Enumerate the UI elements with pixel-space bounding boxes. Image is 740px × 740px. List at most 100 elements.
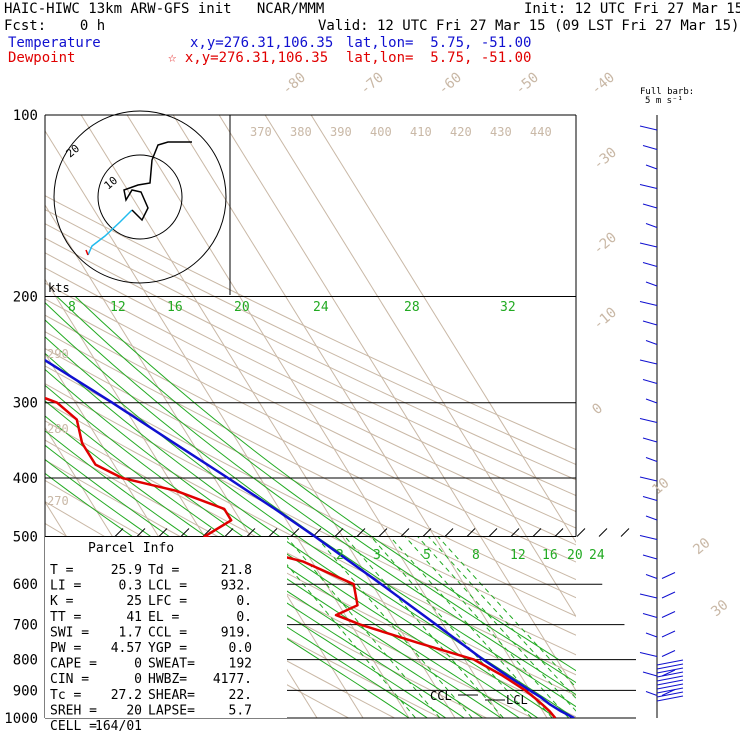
wind-barb [645, 164, 658, 170]
parcel-info-value: 20 [126, 703, 142, 718]
wind-barb [642, 145, 658, 150]
freezing-hatch [554, 528, 564, 537]
wind-barb [645, 515, 658, 521]
wind-barb [645, 223, 658, 228]
parcel-info-value: 21.8 [221, 563, 252, 578]
dewpoint-profile [45, 396, 557, 718]
mixing-ratio-label: 8 [472, 548, 480, 563]
mixing-ratio-label: 20 [234, 300, 250, 315]
pressure-label: 100 [13, 108, 38, 124]
temperature-legend: Temperature [8, 35, 101, 51]
theta-label: 420 [450, 125, 472, 139]
mixing-ratio-label: 28 [404, 300, 420, 315]
parcel-info-panel [45, 537, 287, 718]
parcel-info-value: 164/01 [95, 719, 142, 734]
freezing-hatch [598, 528, 608, 537]
wind-barb [661, 572, 676, 579]
theta-label: 440 [530, 125, 552, 139]
dry-adiabat [45, 348, 576, 617]
wind-barb [642, 379, 658, 384]
wind-barb [642, 320, 658, 326]
hodograph-unit: kts [48, 281, 70, 295]
dewpoint-legend: Dewpoint [8, 50, 76, 66]
isotherm-line [264, 115, 576, 618]
parcel-info-value: 41 [126, 610, 142, 625]
parcel-info-key: HWBZ= [148, 672, 187, 687]
wind-barb [661, 650, 676, 657]
dry-adiabat [45, 252, 576, 513]
theta-label: 270 [47, 494, 69, 508]
wind-barb [661, 591, 676, 599]
dry-adiabat [45, 383, 576, 656]
hodograph-ring-10 [97, 154, 183, 240]
freezing-hatch [246, 528, 256, 537]
wind-barb [645, 457, 658, 462]
wind-barb [661, 689, 676, 696]
mixing-ratio-label: 8 [68, 300, 76, 315]
theta-label: 370 [250, 125, 272, 139]
isotherm-label: -10 [590, 305, 620, 334]
wind-barb [645, 691, 658, 696]
wind-barb [639, 535, 658, 540]
temperature-profile [45, 358, 575, 718]
parcel-info-key: LAPSE= [148, 703, 195, 718]
isotherm-label: 20 [690, 535, 713, 558]
wind-barb-dense [656, 687, 684, 694]
mixing-ratio-line [344, 536, 504, 718]
hodograph-ring-20 [53, 110, 227, 284]
parcel-info-value: 0.0 [229, 641, 252, 656]
parcel-info-value: 25.9 [111, 563, 142, 578]
dry-adiabat [45, 331, 576, 599]
theta-label: 380 [290, 125, 312, 139]
mixing-ratio-line [404, 536, 570, 718]
pressure-label: 300 [13, 396, 38, 412]
freezing-hatch [334, 528, 344, 537]
mixing-ratio-line [437, 536, 576, 689]
parcel-info-key: CCL = [148, 625, 187, 640]
pressure-label: 500 [13, 529, 38, 545]
mixing-ratio-line [263, 536, 416, 718]
wind-barb [661, 611, 676, 618]
isotherm-label: -40 [588, 70, 618, 99]
mixing-ratio-line [370, 536, 532, 718]
freezing-hatch [158, 528, 168, 537]
parcel-info-key: Td = [148, 563, 179, 578]
wind-barb [639, 301, 658, 306]
init-time: Init: 12 UTC Fri 27 Mar 15 [524, 1, 740, 17]
freezing-hatch [356, 528, 366, 537]
dewpoint-latlon: lat,lon= 5.75, -51.00 [346, 50, 532, 66]
theta-label: 280 [47, 422, 69, 436]
wind-barb [642, 671, 658, 677]
wind-barb [661, 669, 676, 677]
dewpoint-xy: ☆ x,y=276.31,106.35 [168, 50, 329, 66]
wind-barb [642, 496, 658, 501]
mixing-ratio-label: 3 [373, 548, 381, 563]
parcel-info-key: SWI = [50, 625, 89, 640]
parcel-info-value: 25 [126, 594, 142, 609]
freezing-hatch [378, 528, 388, 537]
parcel-info-value: 0.3 [119, 579, 142, 594]
barb-legend-unit: 5 m s⁻¹ [645, 96, 683, 106]
parcel-info-value: 4177. [213, 672, 252, 687]
mixing-ratio-label: 12 [510, 548, 526, 563]
wind-barb [639, 418, 658, 423]
pressure-label: 400 [13, 471, 38, 487]
freezing-hatch [466, 528, 476, 537]
hodograph-low-trace [87, 209, 133, 256]
freezing-hatch [180, 528, 190, 537]
wind-barb [639, 184, 658, 189]
dry-adiabat [45, 365, 576, 636]
parcel-info-value: 5.7 [229, 703, 252, 718]
freezing-hatch [444, 528, 454, 537]
freezing-hatch [114, 528, 124, 537]
dry-adiabat [45, 314, 576, 581]
model-title: HAIC-HIWC 13km ARW-GFS init NCAR/MMM [4, 1, 325, 17]
parcel-info-key: CELL = [50, 719, 97, 734]
parcel-info-value: 192 [229, 657, 252, 672]
theta-label: 410 [410, 125, 432, 139]
parcel-info-key: SWEAT= [148, 657, 195, 672]
wind-barb [645, 340, 658, 345]
isotherm-label: -20 [590, 230, 620, 259]
theta-label: 390 [330, 125, 352, 139]
pressure-label: 600 [13, 577, 38, 593]
